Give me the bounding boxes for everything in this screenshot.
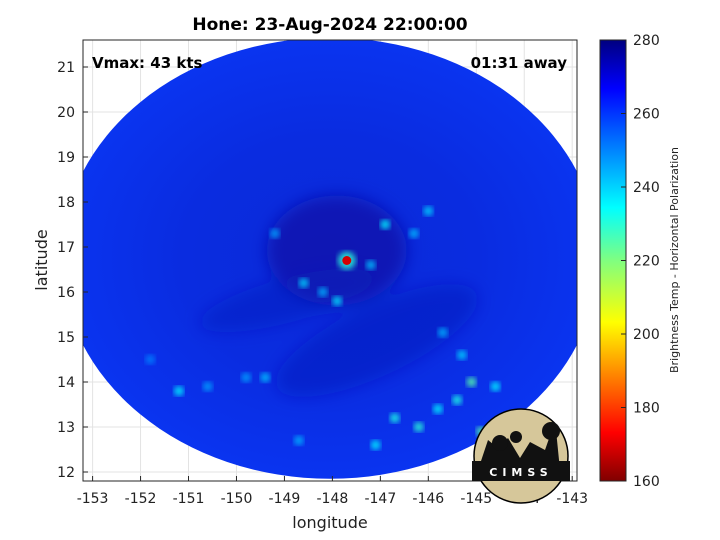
x-tick-label: -151: [173, 491, 205, 507]
satellite-dish-icon: [492, 435, 508, 451]
colorbar-ticks: 160 180 200 220 240 260 280: [621, 33, 660, 490]
rain-band: [276, 284, 478, 397]
building-icon: [478, 430, 560, 470]
x-tick-label: -146: [412, 491, 444, 507]
feature-point: [241, 372, 252, 383]
y-tick-label: 17: [57, 240, 75, 256]
feature-point: [413, 422, 424, 432]
storm-center: [337, 251, 356, 270]
feature-point: [370, 440, 381, 450]
feature-point: [389, 413, 400, 423]
x-tick-label: -149: [269, 491, 301, 507]
y-tick-label: 14: [57, 375, 75, 391]
x-axis-label: longitude: [292, 513, 367, 532]
water-tower-icon: [542, 422, 560, 440]
feature-point: [423, 206, 434, 216]
feature-point: [173, 386, 184, 396]
colorbar-tick-label: 280: [633, 33, 660, 49]
feature-point: [269, 228, 280, 239]
y-tick-label: 12: [57, 465, 75, 481]
colorbar-tick-label: 180: [633, 401, 660, 417]
heatmap-layer: [83, 40, 577, 479]
feature-point: [298, 278, 309, 288]
y-tick-label: 18: [57, 195, 75, 211]
time-away-annotation: 01:31 away: [471, 54, 568, 72]
feature-point: [332, 296, 343, 306]
feature-point: [432, 404, 443, 414]
chart-title: Hone: 23-Aug-2024 22:00:00: [192, 15, 467, 35]
axes-box: [82, 39, 578, 482]
y-tick-label: 19: [57, 150, 75, 166]
x-tick-label: -147: [364, 491, 396, 507]
cimss-logo: CIMSS: [472, 408, 570, 504]
feature-point: [260, 372, 271, 383]
feature-point: [145, 354, 156, 365]
feature-point: [202, 381, 213, 392]
x-tick-label: -148: [317, 491, 349, 507]
y-tick-label: 20: [57, 105, 75, 121]
colorbar-label: Brightness Temp - Horizontal Polarizatio…: [668, 147, 681, 373]
eye-core: [342, 256, 352, 265]
colorbar-tick-label: 160: [633, 474, 660, 490]
colorbar-tick-label: 260: [633, 107, 660, 123]
x-ticks: -153-152-151-150-149-148-147-146-145-144…: [77, 476, 588, 507]
x-tick-label: -152: [125, 491, 157, 507]
x-tick-label: -153: [77, 491, 109, 507]
x-tick-label: -145: [460, 491, 492, 507]
spiral-bands: [199, 195, 478, 397]
feature-point: [437, 327, 448, 338]
feature-point: [293, 435, 304, 446]
feature-point: [365, 260, 376, 270]
feature-point: [490, 381, 501, 392]
feature-point: [466, 377, 477, 387]
colorbar-tick-label: 220: [633, 254, 660, 270]
feature-point: [408, 228, 419, 239]
x-tick-label: -150: [221, 491, 253, 507]
feature-point: [452, 395, 463, 405]
feature-point: [456, 350, 467, 360]
y-axis-label: latitude: [32, 229, 51, 290]
y-tick-label: 15: [57, 330, 75, 346]
colorbar-tick-label: 200: [633, 327, 660, 343]
logo-text: CIMSS: [489, 466, 552, 479]
convective-features: [145, 206, 501, 450]
vmax-annotation: Vmax: 43 kts: [92, 54, 202, 72]
feature-point: [317, 287, 328, 297]
y-ticks: 12 13 14 15 16 17 18 19 20 21: [57, 60, 88, 481]
y-tick-label: 21: [57, 60, 75, 76]
x-tick-label: -143: [556, 491, 588, 507]
y-tick-label: 13: [57, 420, 75, 436]
y-tick-label: 16: [57, 285, 75, 301]
feature-point: [380, 219, 391, 230]
colorbar-tick-label: 240: [633, 180, 660, 196]
rain-band: [199, 268, 374, 333]
